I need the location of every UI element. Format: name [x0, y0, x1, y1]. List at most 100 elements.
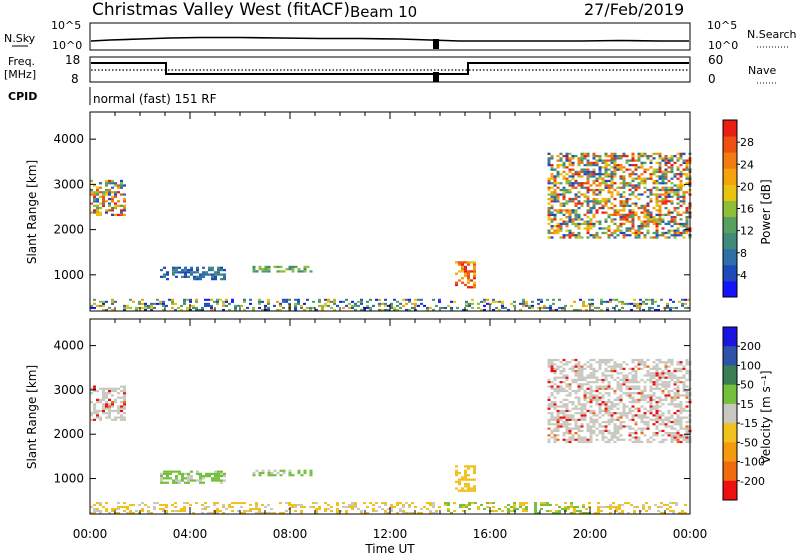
- heatmap-cell: [562, 414, 566, 417]
- heatmap-cell: [300, 474, 304, 477]
- heatmap-cell: [163, 477, 166, 480]
- heatmap-cell: [193, 271, 196, 274]
- heatmap-cell: [655, 385, 659, 388]
- heatmap-cell: [664, 383, 668, 386]
- heatmap-cell: [99, 416, 102, 419]
- colorbar-tick-label: -15: [740, 417, 758, 430]
- heatmap-cell: [673, 216, 677, 219]
- heatmap-cell: [117, 396, 120, 399]
- heatmap-cell: [577, 213, 581, 217]
- heatmap-cell: [658, 396, 662, 399]
- heatmap-cell: [658, 400, 662, 404]
- heatmap-cell: [670, 154, 674, 158]
- heatmap-cell: [618, 308, 621, 311]
- cpid-text: normal (fast) 151 RF: [93, 92, 217, 106]
- heatmap-cell: [553, 438, 557, 441]
- heatmap-cell: [655, 432, 659, 435]
- heatmap-cell: [114, 398, 117, 401]
- heatmap-cell: [676, 186, 680, 189]
- heatmap-cell: [111, 302, 114, 305]
- heatmap-cell: [90, 202, 93, 205]
- nsky-tick-bottom-right: 10^0: [708, 39, 738, 52]
- heatmap-cell: [610, 231, 614, 235]
- heatmap-cell: [601, 394, 605, 397]
- heatmap-cell: [676, 432, 680, 435]
- heatmap-cell: [634, 398, 638, 401]
- heatmap-cell: [240, 304, 243, 307]
- heatmap-cell: [664, 161, 668, 165]
- heatmap-cell: [447, 502, 450, 505]
- heatmap-cell: [598, 236, 602, 239]
- heatmap-cell: [676, 197, 680, 201]
- heatmap-cell: [640, 179, 644, 183]
- heatmap-cell: [589, 412, 593, 415]
- heatmap-cell: [199, 472, 202, 475]
- heatmap-cell: [610, 407, 614, 410]
- heatmap-cell: [568, 409, 572, 413]
- heatmap-cell: [610, 414, 614, 417]
- heatmap-cell: [411, 502, 414, 505]
- heatmap-cell: [360, 298, 363, 301]
- heatmap-cell: [396, 502, 399, 505]
- heatmap-cell: [622, 231, 626, 235]
- freq-label-line1: Freq.: [8, 55, 35, 68]
- heatmap-cell: [646, 220, 650, 223]
- heatmap-cell: [426, 308, 429, 311]
- heatmap-cell: [255, 506, 258, 509]
- heatmap-cell: [670, 177, 674, 180]
- heatmap-cell: [547, 202, 551, 205]
- heatmap-cell: [461, 268, 464, 271]
- heatmap-cell: [369, 308, 372, 311]
- heatmap-cell: [679, 164, 683, 167]
- heatmap-cell: [231, 300, 234, 303]
- heatmap-cell: [321, 304, 324, 307]
- heatmap-cell: [565, 202, 569, 205]
- heatmap-cell: [592, 191, 596, 194]
- heatmap-cell: [610, 387, 614, 390]
- heatmap-cell: [652, 206, 656, 210]
- heatmap-cell: [568, 216, 572, 219]
- heatmap-cell: [652, 394, 656, 397]
- heatmap-cell: [447, 504, 450, 507]
- heatmap-cell: [601, 182, 605, 185]
- heatmap-cell: [598, 392, 602, 395]
- heatmap-cell: [676, 414, 680, 417]
- heatmap-cell: [559, 389, 563, 393]
- heatmap-cell: [613, 168, 617, 171]
- heatmap-cell: [682, 374, 686, 377]
- heatmap-cell: [673, 229, 677, 232]
- heatmap-cell: [571, 407, 575, 410]
- heatmap-cell: [634, 440, 638, 444]
- heatmap-cell: [568, 361, 572, 364]
- heatmap-cell: [93, 409, 96, 413]
- heatmap-cell: [399, 510, 402, 513]
- cpid-label: CPID: [8, 90, 37, 103]
- heatmap-cell: [634, 236, 638, 239]
- heatmap-cell: [123, 385, 126, 388]
- heatmap-cell: [225, 304, 228, 307]
- heatmap-cell: [619, 398, 623, 401]
- heatmap-cell: [180, 304, 183, 307]
- heatmap-cell: [676, 168, 680, 171]
- heatmap-cell: [553, 188, 557, 192]
- heatmap-cell: [102, 407, 105, 410]
- heatmap-cell: [555, 510, 558, 513]
- heatmap-cell: [627, 302, 630, 305]
- heatmap-cell: [96, 398, 99, 401]
- heatmap-cell: [616, 225, 620, 228]
- heatmap-cell: [642, 504, 645, 507]
- heatmap-cell: [559, 381, 563, 384]
- heatmap-cell: [625, 363, 629, 366]
- heatmap-cell: [333, 308, 336, 311]
- heatmap-cell: [553, 195, 557, 198]
- heatmap-cell: [568, 416, 572, 419]
- heatmap-cell: [378, 308, 381, 311]
- heatmap-cell: [217, 479, 220, 482]
- heatmap-cell: [685, 405, 689, 408]
- heatmap-cell: [577, 374, 581, 377]
- heatmap-cell: [261, 300, 264, 303]
- heatmap-cell: [234, 308, 237, 311]
- heatmap-cell: [408, 506, 411, 509]
- heatmap-cell: [621, 504, 624, 507]
- heatmap-cell: [685, 361, 689, 364]
